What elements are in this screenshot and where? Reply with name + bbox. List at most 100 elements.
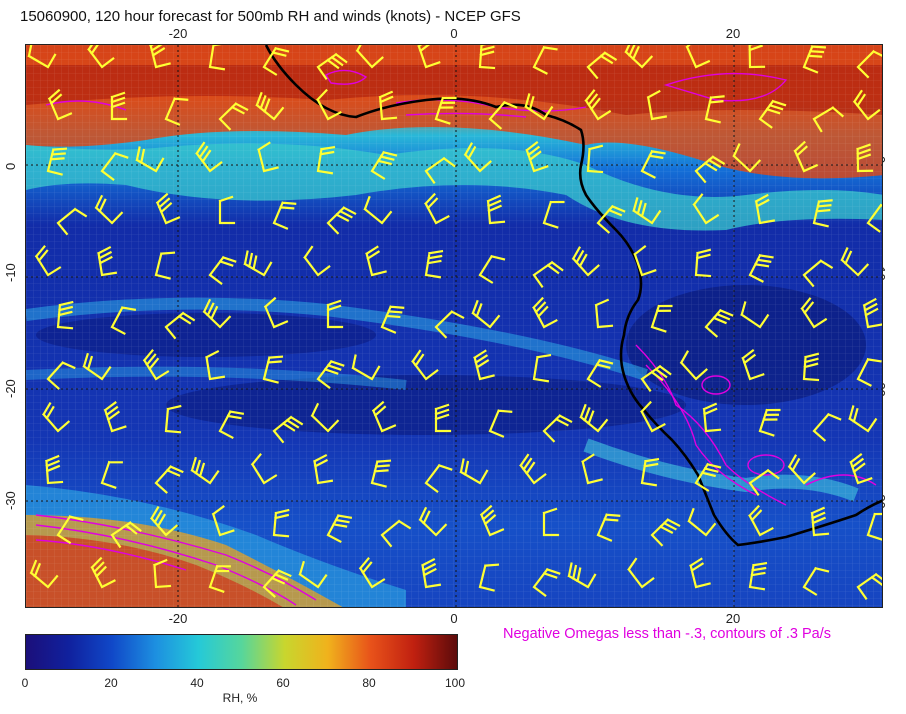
wind-barb (802, 259, 834, 288)
wind-barb (218, 195, 236, 225)
wind-barb (519, 453, 547, 485)
wind-barb (218, 410, 245, 440)
wind-barb (149, 45, 171, 69)
wind-barb (848, 405, 878, 433)
wind-barb (810, 506, 830, 537)
wind-barb (646, 89, 668, 121)
wind-barb (856, 572, 882, 601)
wind-barb (153, 558, 172, 589)
map-title: 15060900, 120 hour forecast for 500mb RH… (20, 8, 521, 25)
colorbar-tick-4: 60 (276, 676, 290, 690)
wind-barb (262, 569, 292, 598)
wind-barb (685, 45, 711, 69)
wind-barb (586, 51, 618, 80)
wind-barb (272, 508, 290, 538)
wind-barb (417, 45, 441, 69)
colorbar-tick-3: 40 (190, 676, 204, 690)
lon-tick-top-1: -20 (168, 26, 188, 41)
wind-barb (208, 45, 228, 71)
wind-barb (208, 564, 231, 593)
wind-barb (650, 304, 673, 333)
wind-barb (250, 453, 278, 485)
wind-barb (195, 141, 223, 173)
wind-barb (542, 414, 573, 443)
wind-barb (640, 457, 660, 487)
wind-barb (257, 141, 279, 173)
wind-barb (584, 89, 612, 121)
wind-barb (45, 454, 64, 485)
wind-barb (46, 147, 68, 176)
colorbar-tick-5: 80 (362, 676, 376, 690)
wind-barb (532, 260, 564, 289)
wind-barb (852, 89, 881, 121)
colorbar-tick-6: 100 (444, 676, 466, 690)
wind-barb (802, 352, 820, 382)
wind-barb (486, 194, 506, 225)
wind-barb (87, 45, 115, 69)
wind-barb (411, 349, 439, 381)
wind-barb (424, 156, 456, 185)
wind-barb (632, 197, 662, 225)
wind-barb (586, 144, 604, 174)
wind-barb (758, 408, 781, 437)
wind-barb (586, 358, 614, 388)
wind-barb (754, 193, 776, 225)
lat-tick-left-3: -20 (3, 379, 18, 398)
lon-tick-bottom-2: 0 (450, 611, 458, 626)
wind-barb (164, 97, 189, 126)
wind-barb (488, 409, 513, 438)
lat-tick-left-4: -30 (3, 491, 18, 510)
wind-barb (243, 250, 273, 277)
wind-barb (424, 192, 450, 225)
lat-tick-left-1: 0 (3, 162, 18, 170)
wind-barb (758, 99, 787, 129)
wind-barb (150, 505, 179, 537)
wind-barb (272, 415, 304, 444)
wind-barb (46, 361, 76, 390)
wind-barb (812, 412, 842, 442)
wind-barb (866, 512, 882, 541)
wind-barb (640, 149, 666, 179)
wind-barb (154, 465, 184, 494)
wind-barb (689, 557, 711, 589)
wind-barb (326, 206, 357, 235)
wind-barb (110, 91, 128, 121)
wind-barb (303, 245, 331, 277)
wind-barb (856, 143, 874, 173)
wind-barb (272, 201, 297, 230)
colorbar-label: RH, % (222, 691, 258, 705)
wind-barb (524, 93, 554, 121)
wind-barb (732, 143, 762, 173)
wind-barb (434, 96, 457, 125)
wind-barb (380, 519, 412, 548)
wind-barb (363, 195, 393, 225)
wind-barb (255, 91, 285, 121)
wind-barb (94, 194, 124, 225)
wind-barb (571, 246, 600, 277)
wind-barb (56, 300, 74, 330)
wind-barb (579, 403, 609, 433)
wind-barb (748, 561, 768, 591)
wind-barb (326, 299, 344, 329)
wind-barb (326, 514, 353, 544)
wind-barb (532, 567, 561, 597)
wind-barb (218, 102, 249, 131)
wind-barb (793, 140, 819, 173)
wind-barb (596, 204, 626, 234)
wind-barb (740, 301, 770, 329)
wind-barb (624, 45, 654, 69)
wind-barb (370, 459, 392, 488)
wind-barb (802, 45, 827, 74)
wind-barb (862, 297, 882, 329)
wind-barb (802, 566, 830, 596)
wind-barb (110, 306, 137, 336)
wind-barb (812, 199, 833, 228)
latlon-grid (26, 45, 882, 607)
wind-barb (567, 562, 597, 589)
wind-barb (640, 400, 666, 433)
wind-barb (542, 200, 565, 229)
colorbar-tick-2: 20 (104, 676, 118, 690)
lon-tick-top-2: 0 (450, 26, 458, 41)
wind-barb (316, 88, 342, 121)
wind-barb (459, 458, 489, 485)
